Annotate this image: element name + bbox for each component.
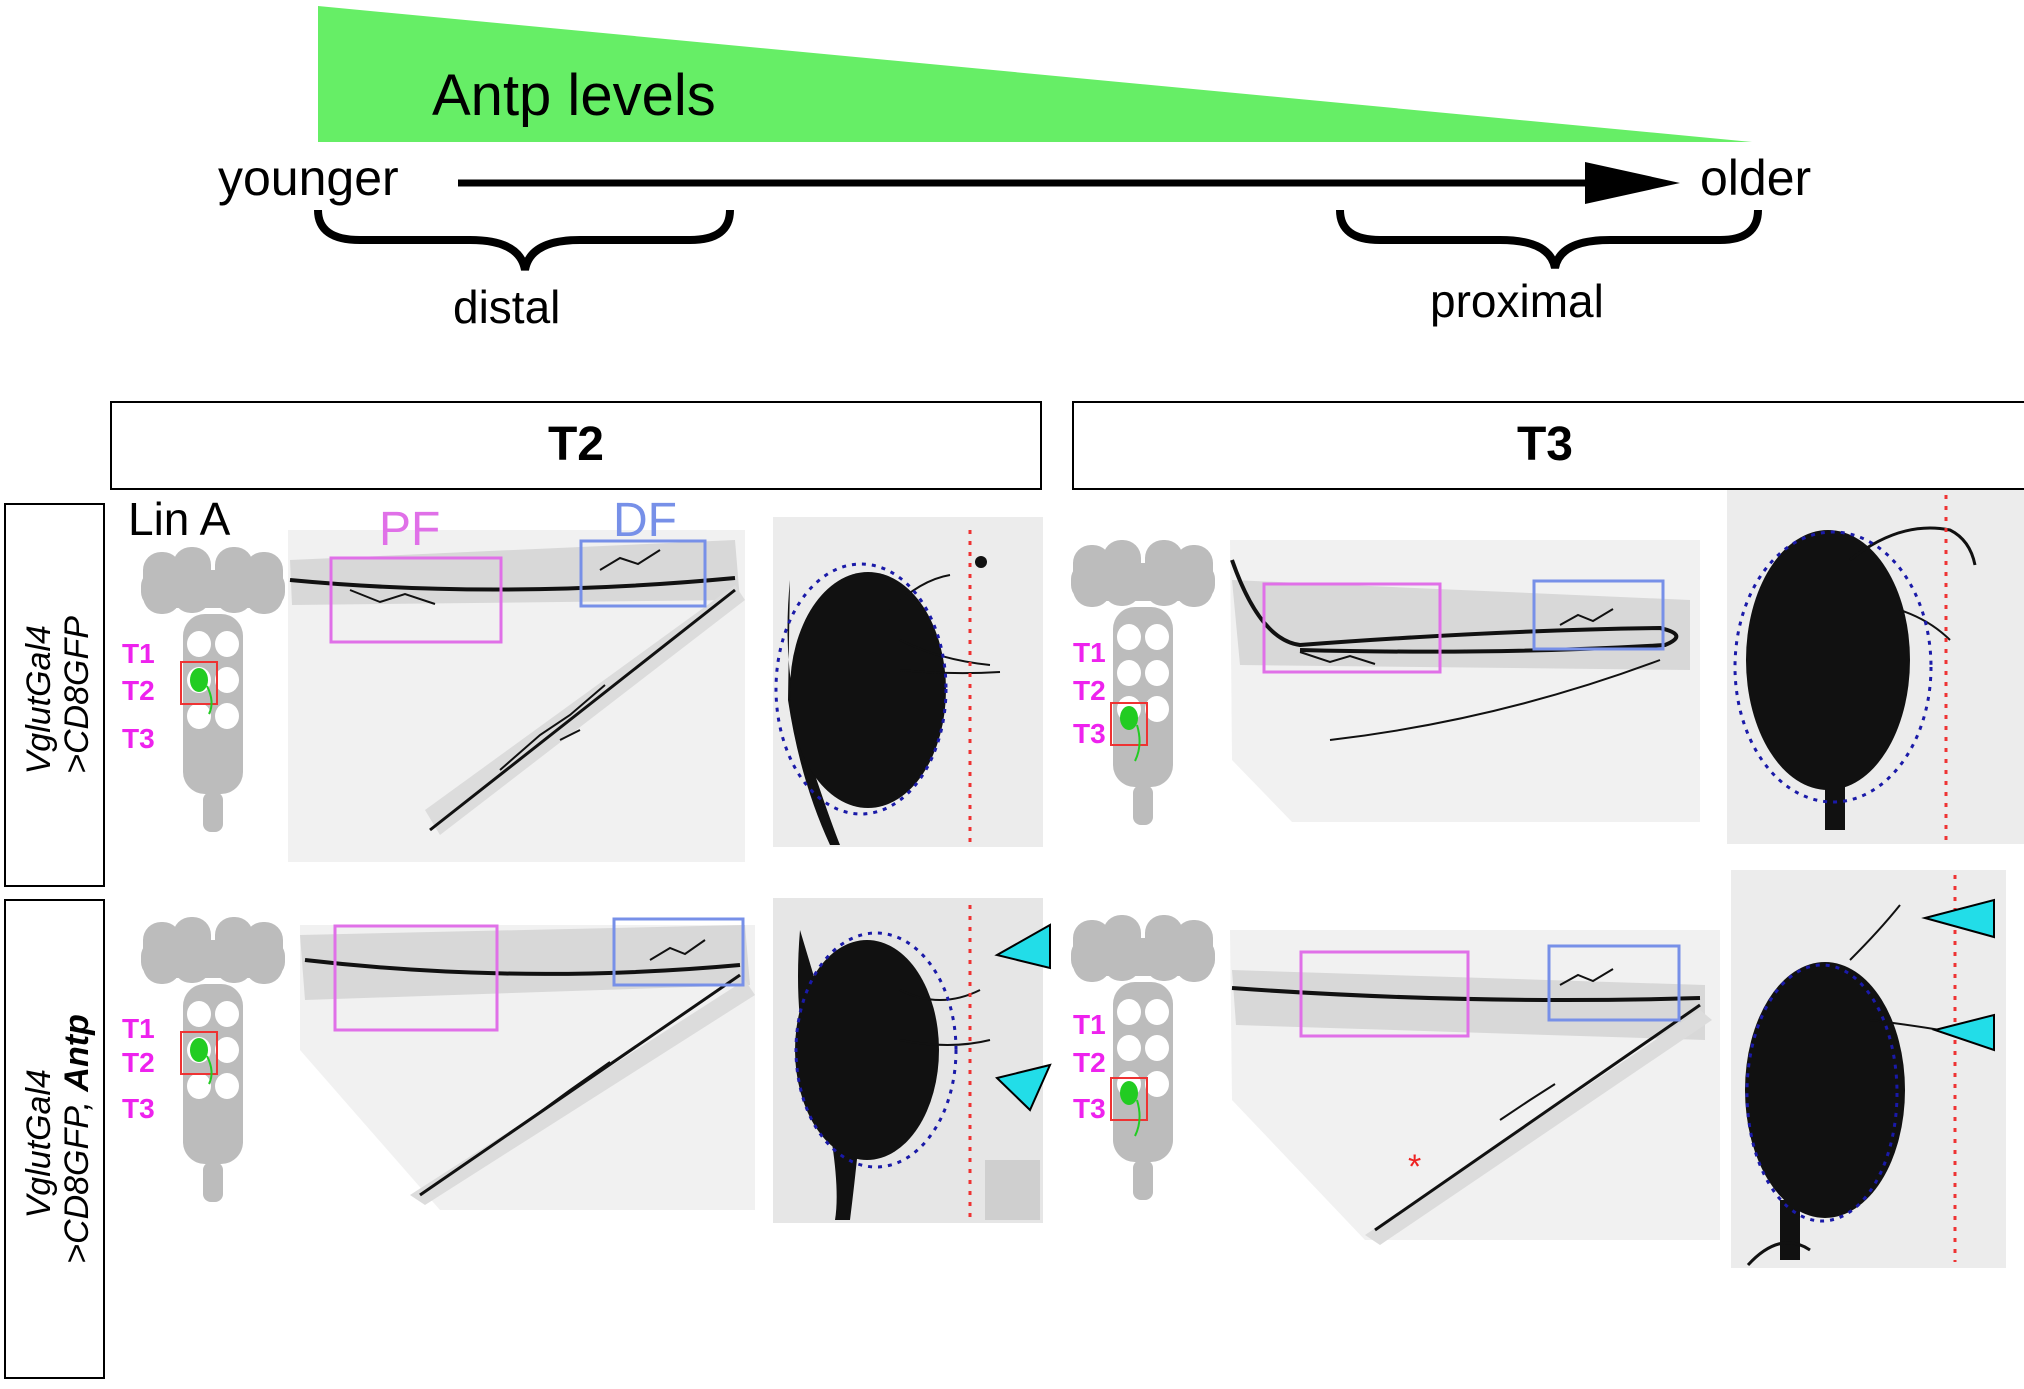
pf-box-t2-control: [329, 556, 503, 644]
segment-label-t3: T3: [1073, 718, 1106, 749]
segment-label-t1: T1: [1073, 1009, 1106, 1040]
pf-box-t3-control: [1262, 582, 1442, 674]
row-label-bottom-line2: >CD8GFP,: [58, 1092, 96, 1264]
distal-bracket: [314, 209, 734, 271]
arrowhead-t2-antp-upper[interactable]: [994, 923, 1051, 970]
segment-label-t3: T3: [122, 1093, 155, 1124]
segment-label-t1: T1: [122, 1013, 155, 1044]
leg-image-t2-antp: [300, 925, 755, 1210]
antp-levels-label: Antp levels: [432, 63, 716, 128]
df-box-t2-antp: [612, 917, 745, 987]
segment-label-t2: T2: [1073, 1047, 1106, 1078]
antp-gradient-wedge: [318, 6, 1752, 142]
cns-schematic-t2-antp: [141, 917, 285, 1202]
column-header-box-t3: [1072, 401, 2024, 490]
df-box-t2-control: [579, 539, 707, 608]
older-label: older: [1700, 150, 1811, 206]
lineage-label: Lin A: [128, 493, 231, 545]
cns-schematic-t3-control: [1071, 540, 1215, 825]
cns-schematic-t3-antp: [1071, 915, 1215, 1200]
cns-image-t3-control: [1727, 490, 2024, 844]
cns-image-t2-control: [773, 517, 1043, 847]
neuropil-outline-t2-antp: [794, 931, 958, 1169]
segment-label-t2: T2: [122, 1047, 155, 1078]
leg-image-t3-control: [1230, 540, 1700, 822]
row-label-bottom-line1: VglutGal4: [20, 1069, 58, 1218]
row-label-top-line1: VglutGal4: [20, 625, 58, 774]
row-label-box-top: [4, 503, 105, 887]
pf-box-t3-antp: [1299, 950, 1470, 1038]
segment-label-t3: T3: [122, 723, 155, 754]
column-header-t3: T3: [1517, 418, 1573, 471]
proximal-bracket: [1336, 209, 1762, 270]
pf-label: PF: [379, 503, 440, 556]
df-box-t3-antp: [1547, 944, 1681, 1022]
segment-label-t3: T3: [1073, 1093, 1106, 1124]
row-label-bottom-line2-bold: Antp: [58, 1014, 96, 1092]
younger-label: younger: [218, 150, 399, 206]
leg-image-t3-antp: [1230, 930, 1720, 1245]
segment-label-t1: T1: [122, 638, 155, 669]
proximal-label: proximal: [1430, 275, 1604, 327]
segment-label-t2: T2: [1073, 675, 1106, 706]
arrowhead-t3-antp-upper[interactable]: [1921, 898, 1995, 939]
row-label-top-line2: >CD8GFP: [58, 616, 96, 774]
row-label-bottom: VglutGal4 >CD8GFP, Antp: [20, 1014, 96, 1264]
row-label-top: VglutGal4 >CD8GFP: [20, 616, 96, 775]
cns-image-t3-antp: [1731, 870, 2006, 1268]
neuropil-outline-t3-antp: [1745, 963, 1899, 1223]
segment-label-t1: T1: [1073, 637, 1106, 668]
neuropil-outline-t3-control: [1733, 530, 1933, 804]
cns-image-t2-antp: [773, 898, 1043, 1223]
row-label-box-bottom: [4, 899, 105, 1379]
segment-label-t2: T2: [122, 675, 155, 706]
neuropil-outline-t2-control: [774, 562, 948, 816]
df-box-t3-control: [1532, 579, 1665, 651]
leg-image-t2-control: [288, 530, 745, 862]
time-axis-arrowhead: [1585, 162, 1680, 204]
cns-schematic-t2-control: [141, 547, 285, 832]
column-header-box-t2: [110, 401, 1042, 490]
df-label: DF: [613, 494, 677, 547]
pf-box-t2-antp: [333, 924, 499, 1032]
arrowhead-t2-antp-lower[interactable]: [995, 1063, 1052, 1112]
column-header-t2: T2: [548, 418, 604, 471]
distal-label: distal: [453, 281, 560, 333]
asterisk-marker: *: [1408, 1148, 1421, 1186]
arrowhead-t3-antp-lower[interactable]: [1931, 1013, 1995, 1052]
